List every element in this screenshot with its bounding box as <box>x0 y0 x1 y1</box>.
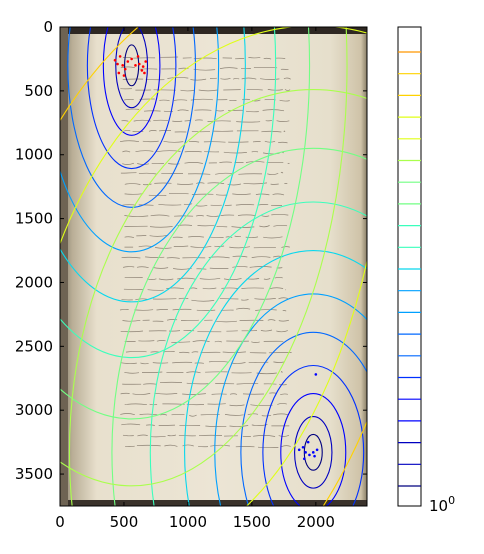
y-tick-label: 0 <box>43 18 53 36</box>
manuscript-line <box>122 150 284 155</box>
axes: 0 500 1000 1500 2000 0 500 1000 1500 2000 2500 3000… <box>15 18 367 531</box>
scatter-point <box>143 71 146 75</box>
scatter-point <box>122 74 126 77</box>
scatter-point <box>138 62 141 66</box>
manuscript-line <box>120 171 284 175</box>
contour-line <box>214 293 367 506</box>
scatter-point <box>306 440 310 444</box>
contour-line <box>184 250 367 506</box>
manuscript-line <box>124 224 288 228</box>
colorbar-tick-label: 100 <box>429 494 455 515</box>
contour-line <box>240 331 367 506</box>
contour-line <box>60 27 348 487</box>
manuscript-text <box>119 56 292 449</box>
y-tick-label: 3000 <box>15 401 53 419</box>
scatter-point <box>141 65 145 68</box>
contour-line <box>60 27 246 303</box>
manuscript-line <box>123 266 283 270</box>
manuscript-line <box>121 255 284 259</box>
scatter-point <box>130 57 133 61</box>
y-tick-label: 3500 <box>15 465 53 483</box>
manuscript-line <box>125 444 291 449</box>
manuscript-line <box>125 350 292 354</box>
contour-line <box>86 27 177 170</box>
manuscript-line <box>124 340 284 343</box>
y-tick-label: 500 <box>24 82 53 100</box>
contour-line <box>124 44 140 87</box>
scatter-point <box>121 64 124 67</box>
scatter-point <box>134 64 137 67</box>
manuscript-line <box>122 77 291 81</box>
scatter-point <box>113 58 117 62</box>
y-tick-label: 1000 <box>15 146 53 164</box>
contour-line <box>60 27 220 253</box>
x-tick-label: 2000 <box>297 513 335 531</box>
x-tick-label: 0 <box>55 513 65 531</box>
scatter-point <box>301 445 305 449</box>
manuscript-line <box>120 392 288 396</box>
scatter-point <box>126 60 130 63</box>
scatter-point <box>314 373 318 376</box>
colorbar-frame <box>397 26 422 507</box>
contour-line <box>262 364 365 506</box>
manuscript-line <box>122 203 283 207</box>
scatter-point <box>118 55 122 58</box>
manuscript-line <box>125 108 285 113</box>
contour-line <box>280 393 347 506</box>
left-binding <box>60 27 68 506</box>
contour-line <box>111 147 367 506</box>
contour-line <box>60 27 277 359</box>
scatter-point <box>136 55 140 58</box>
scatter-point <box>117 71 121 75</box>
x-tick-label: 1000 <box>169 513 207 531</box>
contour-line <box>60 27 311 420</box>
manuscript-line <box>120 66 289 71</box>
colorbar: 100 <box>397 26 455 515</box>
scatter-point <box>313 454 316 458</box>
manuscript-line <box>119 140 288 144</box>
manuscript-line <box>119 307 287 312</box>
scatter-point <box>297 448 301 452</box>
manuscript-line <box>122 56 286 60</box>
scatter-points <box>113 55 319 461</box>
contour-line <box>149 201 367 506</box>
manuscript-line <box>124 98 290 102</box>
manuscript-line <box>121 119 290 123</box>
scatter-point <box>140 69 144 72</box>
manuscript-line <box>124 276 283 281</box>
y-tick-label: 1500 <box>15 210 53 228</box>
page-background <box>60 27 367 506</box>
manuscript-line <box>123 287 287 291</box>
plot-frame <box>59 26 368 507</box>
manuscript-line <box>124 182 288 186</box>
y-tick-label: 2500 <box>15 337 53 355</box>
contour-line <box>115 27 149 109</box>
scatter-point <box>308 453 311 457</box>
scatter-point <box>303 457 306 461</box>
manuscript-line <box>124 234 283 239</box>
contour-line <box>68 89 367 506</box>
bottom-dark-band <box>60 500 367 506</box>
y-tick-label: 2000 <box>15 273 53 291</box>
top-dark-band <box>60 27 367 34</box>
scatter-point <box>304 451 307 454</box>
scatter-point <box>116 62 119 66</box>
scatter-point <box>315 448 319 452</box>
scatter-point <box>144 60 147 63</box>
manuscript-line <box>123 129 286 133</box>
x-tick-label: 500 <box>110 513 139 531</box>
scatter-point <box>123 67 127 71</box>
contour-line <box>67 27 196 208</box>
manuscript-line <box>124 371 283 375</box>
x-tick-label: 1500 <box>233 513 271 531</box>
contour-line <box>102 27 161 136</box>
scatter-point <box>311 451 315 454</box>
contour-line <box>294 416 333 489</box>
